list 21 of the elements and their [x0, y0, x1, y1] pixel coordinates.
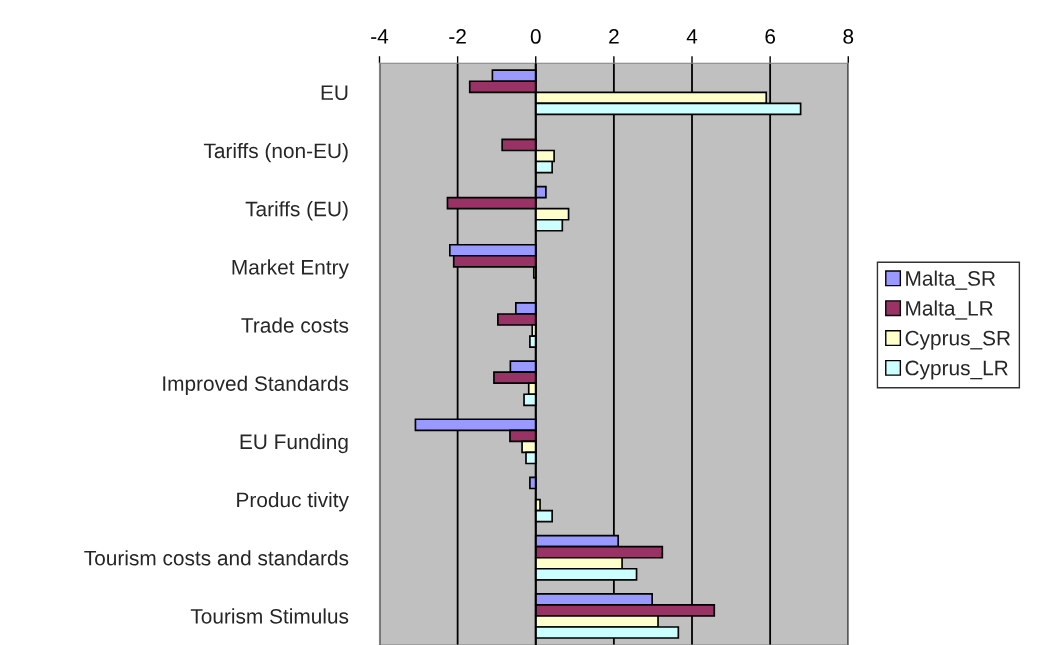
- x-tick-label: 8: [843, 29, 854, 44]
- x-tick-label: 4: [686, 29, 698, 44]
- y-tick-label: Tariffs (EU): [245, 201, 348, 221]
- y-tick-label: Improved Standards: [163, 375, 349, 396]
- x-tick-label: -4: [371, 29, 389, 44]
- x-tick-label: 0: [530, 29, 541, 44]
- y-tick-label: Tariffs (non-EU): [203, 142, 348, 163]
- x-tick-label: -2: [449, 29, 466, 44]
- legend-label: Malta_SR: [906, 270, 996, 290]
- y-tick-label: Market Entry: [232, 259, 349, 279]
- y-tick-label: Tourism costs and standards: [84, 550, 349, 566]
- y-tick-label: Produc tivity: [237, 492, 349, 512]
- x-tick-label: 2: [609, 29, 619, 44]
- x-tick-label: 6: [765, 29, 776, 44]
- legend-label: Cyprus_SR: [905, 330, 1011, 350]
- legend-label: Malta_LR: [906, 300, 993, 320]
- y-tick-label: Tourism Stimulus: [190, 608, 349, 624]
- legend-label: Cyprus_LR: [905, 360, 1008, 380]
- y-tick-label: EU: [321, 85, 348, 101]
- y-tick-label: EU Funding: [240, 433, 348, 454]
- y-tick-label: Trade costs: [241, 317, 349, 333]
